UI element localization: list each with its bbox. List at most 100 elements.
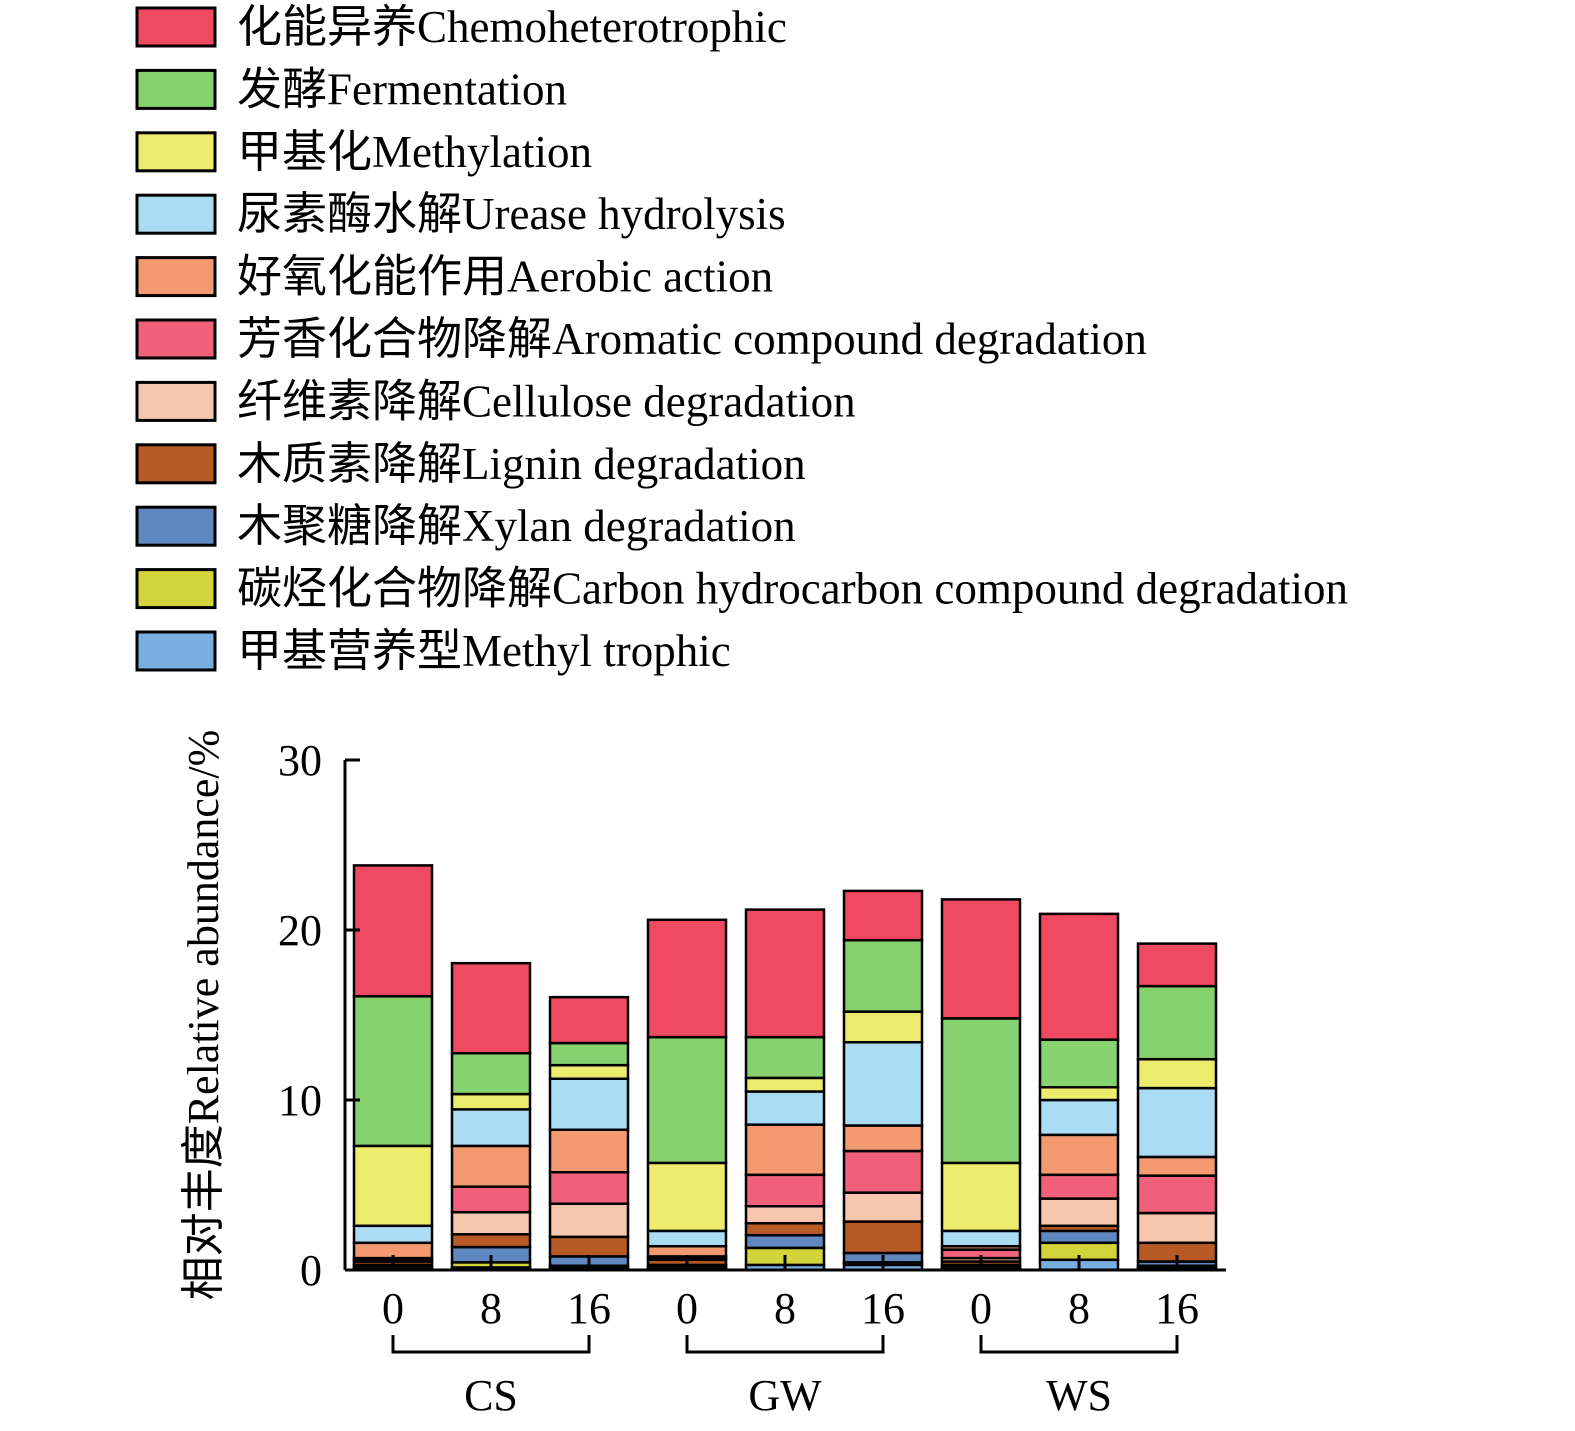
bar-segment xyxy=(646,1035,728,1165)
bar-segment xyxy=(450,1144,532,1188)
bar-segment xyxy=(842,1124,924,1153)
bar-segment xyxy=(1136,1057,1218,1090)
bar-segment xyxy=(842,1191,924,1223)
bar-segment xyxy=(352,1144,434,1228)
bar-segment xyxy=(548,1171,630,1205)
y-axis-label: 相对丰度Relative abundance/% xyxy=(179,730,228,1301)
bar-segment xyxy=(744,1090,826,1126)
legend-swatch xyxy=(135,256,217,298)
bar-segment xyxy=(1038,1098,1120,1137)
bar-segment xyxy=(548,1128,630,1174)
x-tick-label: 0 xyxy=(382,1284,404,1333)
legend-swatch xyxy=(135,318,217,360)
y-tick-label: 0 xyxy=(300,1246,322,1295)
legend-label: 纤维素降解Cellulose degradation xyxy=(237,376,856,426)
bar-segment xyxy=(352,995,434,1148)
bar-segment xyxy=(646,1161,728,1233)
legend-swatch xyxy=(135,630,217,672)
bar-segment xyxy=(940,898,1022,1020)
group-label: CS xyxy=(464,1371,518,1420)
bar-segment xyxy=(940,1161,1022,1233)
bar-segment xyxy=(450,1108,532,1148)
bar-segment xyxy=(744,1123,826,1177)
legend-label: 发酵Fermentation xyxy=(237,64,567,114)
x-tick-label: 16 xyxy=(1155,1284,1199,1333)
bars xyxy=(352,864,1218,1272)
bar-segment xyxy=(1038,1197,1120,1228)
bar-segment xyxy=(450,1210,532,1236)
bar-segment xyxy=(1038,1133,1120,1177)
x-tick-label: 16 xyxy=(861,1284,905,1333)
bar-segment xyxy=(1136,1174,1218,1215)
bar-segment xyxy=(1136,942,1218,988)
legend-swatch xyxy=(135,131,217,173)
bar-segment xyxy=(548,1202,630,1239)
bar-segment xyxy=(450,1233,532,1249)
legend-label: 化能异养Chemoheterotrophic xyxy=(237,2,787,52)
legend-swatch xyxy=(135,68,217,110)
legend-label: 尿素酶水解Urease hydrolysis xyxy=(237,189,786,239)
bar-segment xyxy=(352,864,434,998)
bar-segment xyxy=(548,1235,630,1258)
bar-segment xyxy=(450,1052,532,1096)
y-tick-label: 20 xyxy=(278,906,322,955)
bar-segment xyxy=(352,1224,434,1245)
bar-segment xyxy=(940,1229,1022,1248)
legend-label: 甲基化Methylation xyxy=(237,127,592,177)
legend-label: 芳香化合物降解Aromatic compound degradation xyxy=(237,314,1147,364)
bar-segment xyxy=(744,1076,826,1093)
bar-segment xyxy=(1038,1086,1120,1102)
legend-label: 碳烃化合物降解Carbon hydrocarbon compound degra… xyxy=(237,564,1348,614)
bar-segment xyxy=(940,1017,1022,1165)
x-tick-label: 8 xyxy=(480,1284,502,1333)
legend-label: 木聚糖降解Xylan degradation xyxy=(237,501,796,551)
legend-swatch xyxy=(135,380,217,422)
group-bracket xyxy=(685,1335,885,1354)
legend-label: 好氧化能作用Aerobic action xyxy=(237,252,773,302)
bar-segment xyxy=(842,1220,924,1255)
y-ticks: 0 10 20 30 xyxy=(278,736,360,1295)
bar-segment xyxy=(744,1205,826,1225)
y-tick-label: 10 xyxy=(278,1076,322,1125)
bar-segment xyxy=(744,908,826,1039)
legend-swatch xyxy=(135,193,217,235)
x-tick-label: 8 xyxy=(774,1284,796,1333)
bar-segment xyxy=(646,1229,728,1248)
y-tick-label: 30 xyxy=(278,736,322,785)
bar-segment xyxy=(1038,1229,1120,1245)
legend-swatch xyxy=(135,505,217,547)
group-label: GW xyxy=(748,1371,822,1420)
legend-label: 甲基营养型Methyl trophic xyxy=(237,626,731,676)
bar-segment xyxy=(450,961,532,1055)
bar-segment xyxy=(842,1010,924,1044)
bar-segment xyxy=(548,1063,630,1081)
bar-segment xyxy=(842,938,924,1013)
bar-segment xyxy=(1038,1173,1120,1200)
bar-segment xyxy=(548,1077,630,1131)
bar-segment xyxy=(450,1092,532,1111)
x-tick-label: 8 xyxy=(1068,1284,1090,1333)
legend-swatch xyxy=(135,568,217,610)
bar-segment xyxy=(842,889,924,942)
bar-segment xyxy=(1038,912,1120,1041)
legend-swatch xyxy=(135,6,217,48)
legend-label: 木质素降解Lignin degradation xyxy=(237,439,806,489)
bar-segment xyxy=(450,1185,532,1214)
bar-segment xyxy=(646,1244,728,1258)
bar-segment xyxy=(744,1222,826,1237)
x-tick-label: 0 xyxy=(676,1284,698,1333)
bar-segment xyxy=(1038,1038,1120,1089)
legend-swatch xyxy=(135,443,217,485)
bar-segment xyxy=(744,1233,826,1250)
bar-segment xyxy=(744,1035,826,1080)
bar-segment xyxy=(1136,1155,1218,1177)
group-bracket xyxy=(979,1335,1179,1354)
bar-segment xyxy=(842,1149,924,1194)
x-tick-label: 0 xyxy=(970,1284,992,1333)
group-labels: CS GW WS xyxy=(391,1335,1179,1420)
bar-segment xyxy=(646,918,728,1039)
bar-segment xyxy=(842,1040,924,1127)
bar-segment xyxy=(1136,984,1218,1061)
group-label: WS xyxy=(1046,1371,1112,1420)
